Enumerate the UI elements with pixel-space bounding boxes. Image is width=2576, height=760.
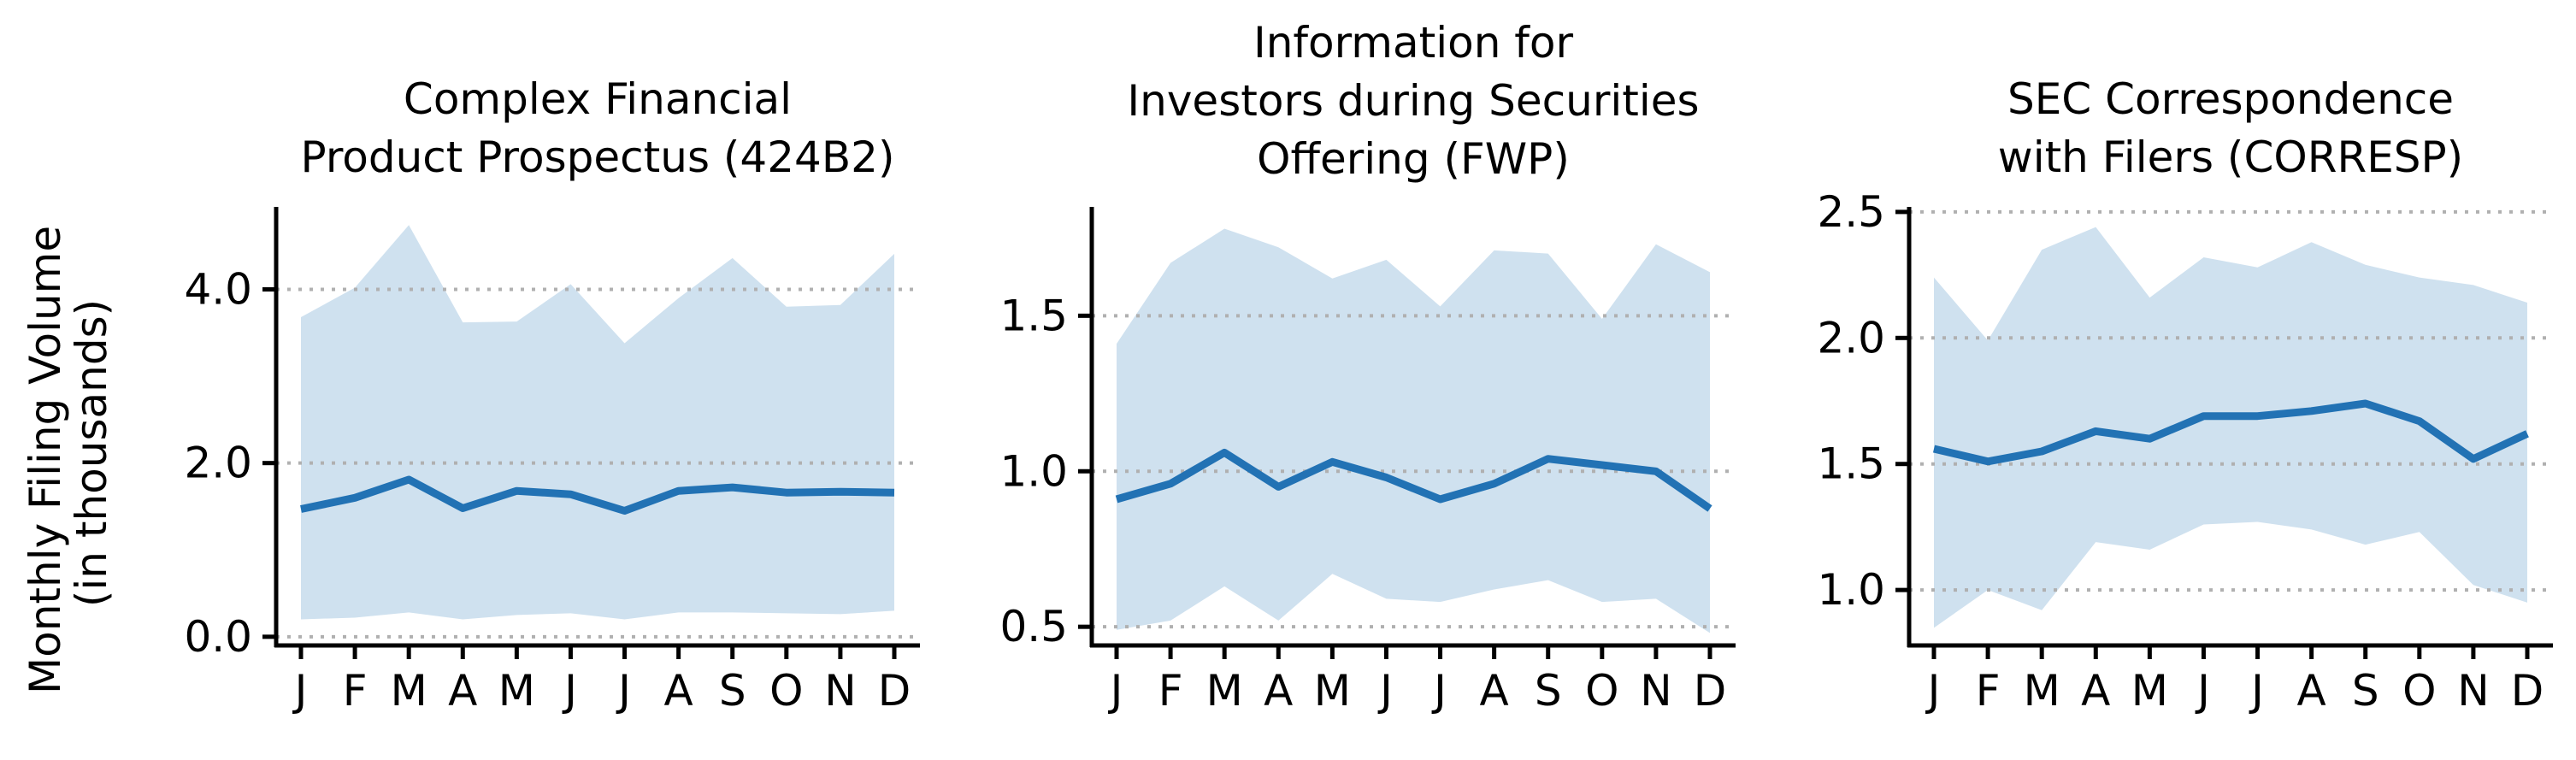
mean-series-line xyxy=(300,475,895,515)
x-tick-label: A xyxy=(2297,666,2326,716)
y-tick-label: 2.0 xyxy=(184,439,252,488)
x-tick-label: A xyxy=(664,666,693,716)
y-tick-label: 1.5 xyxy=(999,291,1068,340)
panel-fwp: Information for Investors during Securiti… xyxy=(999,18,1736,716)
x-tick-label: D xyxy=(878,666,911,716)
x-tick-label: M xyxy=(2024,666,2060,716)
panel-title-line: Complex Financial xyxy=(404,74,792,124)
x-tick-label: F xyxy=(1158,666,1183,716)
x-tick-label: M xyxy=(498,666,535,716)
panel-title-line: Investors during Securities xyxy=(1127,76,1699,126)
y-tick-label: 2.5 xyxy=(1817,187,1885,237)
x-tick-label: N xyxy=(2457,666,2489,716)
mean-series-line xyxy=(1932,399,2529,466)
panel-title-line: Product Prospectus (424B2) xyxy=(301,133,895,182)
x-tick-label: J xyxy=(1431,666,1447,716)
x-tick-label: J xyxy=(616,666,631,716)
x-tick-label: J xyxy=(2249,666,2264,716)
y-tick-label: 0.0 xyxy=(184,612,252,662)
y-tick-label: 4.0 xyxy=(184,265,252,315)
y-tick-label: 0.5 xyxy=(999,602,1068,651)
x-tick-label: M xyxy=(2131,666,2168,716)
x-tick-label: D xyxy=(2511,666,2544,716)
y-tick-label: 2.0 xyxy=(1817,313,1885,362)
x-tick-label: J xyxy=(1377,666,1393,716)
x-tick-label: S xyxy=(2352,666,2379,716)
panel-424b2: Complex Financial Product Prospectus (424… xyxy=(184,74,920,716)
x-tick-label: J xyxy=(1108,666,1123,716)
x-tick-label: N xyxy=(824,666,856,716)
x-tick-label: J xyxy=(2195,666,2210,716)
x-tick-label: A xyxy=(2081,666,2110,716)
y-axis-label: Monthly Filing Volume (in thousands) xyxy=(21,212,116,694)
x-tick-label: F xyxy=(343,666,368,716)
x-tick-label: O xyxy=(769,666,803,716)
range-band xyxy=(1117,228,1710,633)
x-tick-label: A xyxy=(1264,666,1293,716)
x-tick-label: A xyxy=(448,666,477,716)
y-tick-label: 1.0 xyxy=(999,446,1068,496)
y-axis-label-line-2: (in thousands) xyxy=(67,299,116,607)
range-band xyxy=(301,225,894,620)
x-tick-label: M xyxy=(391,666,427,716)
panel-title-line: with Filers (CORRESP) xyxy=(1998,133,2463,182)
x-tick-label: M xyxy=(1206,666,1243,716)
x-tick-label: M xyxy=(1314,666,1351,716)
x-tick-label: F xyxy=(1976,666,2001,716)
x-tick-label: S xyxy=(719,666,746,716)
x-tick-label: J xyxy=(292,666,308,716)
panel-title-line: Information for xyxy=(1253,18,1574,68)
panel-corresp: SEC Correspondence with Filers (CORRESP) 1… xyxy=(1817,74,2553,716)
x-tick-label: O xyxy=(2402,666,2436,716)
x-tick-label: J xyxy=(562,666,577,716)
x-tick-label: S xyxy=(1535,666,1562,716)
x-tick-label: D xyxy=(1694,666,1727,716)
mean-series-line xyxy=(1115,448,1712,512)
panel-title-line: SEC Correspondence xyxy=(2007,74,2454,124)
x-tick-label: N xyxy=(1640,666,1671,716)
y-axis-label-line-1: Monthly Filing Volume xyxy=(21,226,70,694)
range-band xyxy=(1934,227,2527,628)
x-tick-label: J xyxy=(1925,666,1941,716)
x-tick-label: O xyxy=(1585,666,1618,716)
y-tick-label: 1.0 xyxy=(1817,565,1885,615)
y-tick-label: 1.5 xyxy=(1817,439,1885,489)
panel-title-line: Offering (FWP) xyxy=(1257,134,1570,184)
x-tick-label: A xyxy=(1480,666,1509,716)
